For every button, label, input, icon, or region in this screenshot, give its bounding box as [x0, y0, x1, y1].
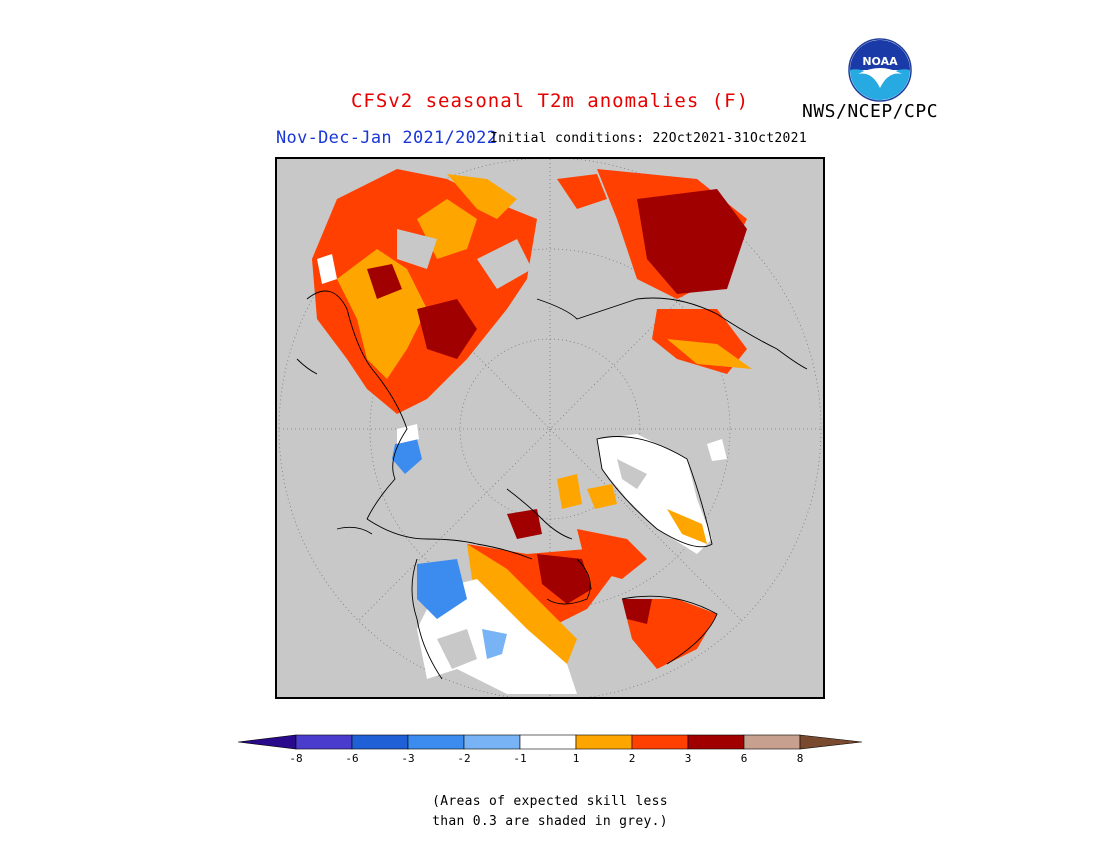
- legend-swatch: [295, 734, 353, 750]
- legend-tick: 6: [740, 752, 748, 765]
- legend-swatch: [519, 734, 577, 750]
- skill-note-line2: than 0.3 are shaded in grey.): [432, 814, 668, 829]
- anomaly-shading-greenland: [587, 434, 727, 554]
- anomaly-shading-north-america: [417, 474, 717, 694]
- legend-tick: -2: [457, 752, 471, 765]
- legend-swatch: [575, 734, 633, 750]
- legend-swatch: [351, 734, 409, 750]
- legend-tick: 8: [796, 752, 804, 765]
- legend-swatch: [407, 734, 465, 750]
- legend-arrow-high: [799, 734, 862, 750]
- legend-swatch: [631, 734, 689, 750]
- initial-conditions: Initial conditions: 22Oct2021-31Oct2021: [490, 131, 807, 146]
- anomaly-shading-central-asia: [392, 424, 422, 474]
- agency-label: NWS/NCEP/CPC: [802, 101, 939, 122]
- graticule: [278, 159, 822, 697]
- anomaly-shading-eurasia-west: [312, 169, 537, 414]
- legend-swatch: [743, 734, 801, 750]
- legend-tick: -8: [289, 752, 303, 765]
- map-title: CFSv2 seasonal T2m anomalies (F): [350, 90, 750, 112]
- forecast-period: Nov-Dec-Jan 2021/2022: [276, 128, 498, 148]
- legend-tick: 2: [628, 752, 636, 765]
- skill-note: (Areas of expected skill less than 0.3 a…: [0, 792, 1100, 832]
- noaa-logo: NOAA: [848, 38, 912, 102]
- legend-tick: -3: [401, 752, 415, 765]
- coastlines: [296, 290, 808, 680]
- noaa-logo-text: NOAA: [862, 55, 898, 68]
- legend-tick-labels: -8 -6 -3 -2 -1 1 2 3 6 8: [238, 752, 862, 768]
- skill-note-line1: (Areas of expected skill less: [432, 794, 668, 809]
- anomaly-shading-siberia: [557, 169, 752, 374]
- polar-map-frame: [275, 157, 825, 699]
- legend-tick: -6: [345, 752, 359, 765]
- legend-tick: 1: [572, 752, 580, 765]
- legend-tick: 3: [684, 752, 692, 765]
- legend-arrow-low: [238, 734, 297, 750]
- color-legend: [238, 734, 862, 750]
- polar-map: [278, 159, 822, 697]
- legend-swatch: [687, 734, 745, 750]
- legend-tick: -1: [513, 752, 527, 765]
- legend-swatch: [463, 734, 521, 750]
